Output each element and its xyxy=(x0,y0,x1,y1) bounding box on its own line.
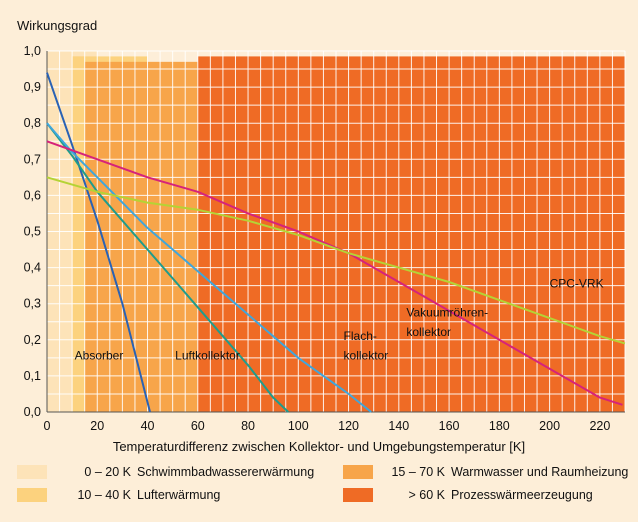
legend-label: Schwimmbadwassererwärmung xyxy=(137,465,315,479)
x-tick-label: 200 xyxy=(539,419,560,433)
series-lines xyxy=(46,72,626,413)
x-axis-label: Temperaturdifferenz zwischen Kollektor- … xyxy=(112,439,526,454)
curve-label: kollektor xyxy=(344,349,389,363)
curve-label: CPC-VRK xyxy=(550,276,604,290)
y-axis-label: Wirkungsgrad xyxy=(17,18,98,33)
axes xyxy=(46,51,625,413)
x-tick-label: 220 xyxy=(589,419,610,433)
legend-swatch xyxy=(17,465,47,479)
y-tick-label: 0,4 xyxy=(24,261,41,275)
legend-swatch xyxy=(17,488,47,502)
curve-label: Luftkollektor xyxy=(175,349,240,363)
legend-item-band-3: > 60 K Prozesswärmeerzeugung xyxy=(343,488,593,502)
y-tick-label: 0,2 xyxy=(24,333,41,347)
y-tick-label: 0,3 xyxy=(24,297,41,311)
curve-label: Absorber xyxy=(75,349,124,363)
series-line-1 xyxy=(46,122,289,413)
series-line-2 xyxy=(46,122,372,413)
legend-label: Warmwasser und Raumheizung xyxy=(451,465,629,479)
x-tick-label: 180 xyxy=(489,419,510,433)
y-tick-label: 0,8 xyxy=(24,116,41,130)
band-step xyxy=(72,56,85,412)
legend-label: Lufterwärmung xyxy=(137,488,221,502)
x-tick-label: 40 xyxy=(141,419,155,433)
y-tick-label: 0,1 xyxy=(24,369,41,383)
legend-label: Prozesswärmeerzeugung xyxy=(451,488,593,502)
x-tick-label: 160 xyxy=(439,419,460,433)
legend-range: > 60 K xyxy=(408,488,446,502)
legend-range: 15 – 70 K xyxy=(391,465,445,479)
legend-item-band-0: 0 – 20 K Schwimmbadwassererwärmung xyxy=(17,465,314,479)
x-tick-label: 20 xyxy=(90,419,104,433)
legend-range: 10 – 40 K xyxy=(77,488,131,502)
legend-range: 0 – 20 K xyxy=(84,465,131,479)
legend-item-band-1: 10 – 40 K Lufterwärmung xyxy=(17,488,220,502)
legend-swatch xyxy=(343,488,373,502)
legend-swatch xyxy=(343,465,373,479)
x-tick-label: 0 xyxy=(44,419,51,433)
y-tick-label: 0,7 xyxy=(24,152,41,166)
curve-label: Flach- xyxy=(344,329,377,343)
series-line-0 xyxy=(46,72,151,413)
y-tick-label: 0,6 xyxy=(24,188,41,202)
legend-item-band-2: 15 – 70 K Warmwasser und Raumheizung xyxy=(343,465,628,479)
gridlines xyxy=(46,50,626,413)
x-tick-label: 120 xyxy=(338,419,359,433)
y-tick-label: 1,0 xyxy=(24,44,41,58)
y-tick-label: 0,5 xyxy=(24,225,41,239)
curve-label: Vakuumröhren- xyxy=(406,305,488,319)
tick-labels: 0 20 40 60 80 100 120 140 160 180 200 220 0,0 0,1 0,2 0… xyxy=(24,44,611,433)
curve-label: kollektor xyxy=(406,325,451,339)
x-tick-label: 100 xyxy=(288,419,309,433)
y-tick-label: 0,9 xyxy=(24,80,41,94)
y-tick-label: 0,0 xyxy=(24,405,41,419)
curve-labels: Absorber Luftkollektor Flach-kollektor Vaku… xyxy=(75,276,604,362)
x-tick-label: 60 xyxy=(191,419,205,433)
x-tick-label: 80 xyxy=(241,419,255,433)
series-line-4 xyxy=(46,176,626,345)
x-tick-label: 140 xyxy=(388,419,409,433)
